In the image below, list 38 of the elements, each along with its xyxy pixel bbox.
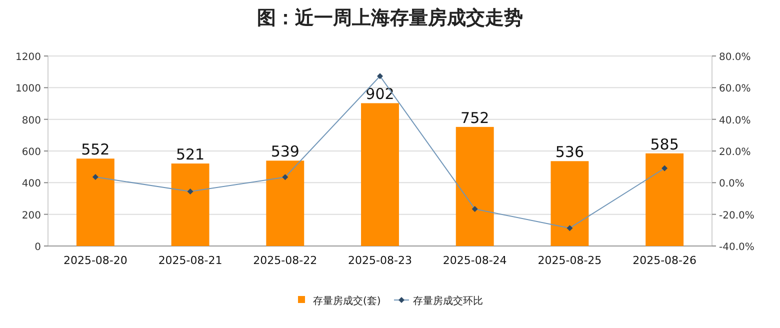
y2-tick-label: 60.0%: [719, 84, 751, 95]
y2-tick-label: 20.0%: [719, 147, 751, 158]
bar: [171, 164, 210, 246]
y2-tick-label: 40.0%: [719, 115, 751, 126]
chart-title: 图：近一周上海存量房成交走势: [257, 7, 523, 29]
data-label: 752: [460, 108, 490, 127]
bar: [550, 161, 589, 246]
x-tick-label: 2025-08-22: [253, 254, 318, 267]
y-tick-label: 200: [22, 210, 41, 222]
y2-tick-label: 0.0%: [719, 178, 744, 190]
y2-tick-label: -40.0%: [719, 242, 754, 253]
y-tick-label: 1000: [16, 84, 41, 95]
data-label: 585: [650, 135, 679, 154]
bar: [456, 126, 494, 246]
y-tick-label: 800: [22, 115, 41, 126]
data-label: 902: [366, 85, 394, 104]
y-tick-label: 400: [22, 178, 41, 190]
data-label: 536: [555, 143, 584, 162]
bar: [266, 160, 304, 246]
x-tick-label: 2025-08-25: [538, 254, 602, 267]
bar: [646, 153, 684, 246]
y2-tick-label: 80.0%: [719, 52, 751, 63]
x-tick-label: 2025-08-21: [158, 254, 222, 267]
y-tick-label: 0: [34, 242, 41, 253]
y-tick-label: 1200: [16, 52, 41, 63]
data-label: 552: [81, 140, 110, 159]
legend-label: 存量房成交(套): [313, 295, 381, 307]
data-label: 521: [176, 146, 205, 164]
x-tick-label: 2025-08-23: [348, 254, 412, 267]
bar: [76, 158, 114, 246]
x-tick-label: 2025-08-20: [63, 254, 128, 267]
legend-label: 存量房成交环比: [413, 295, 483, 307]
x-tick-label: 2025-08-26: [632, 254, 697, 267]
bar: [361, 103, 399, 246]
data-label: 539: [270, 142, 300, 161]
y2-tick-label: -20.0%: [719, 210, 754, 222]
x-tick-label: 2025-08-24: [442, 254, 507, 267]
y-tick-label: 600: [22, 147, 41, 158]
